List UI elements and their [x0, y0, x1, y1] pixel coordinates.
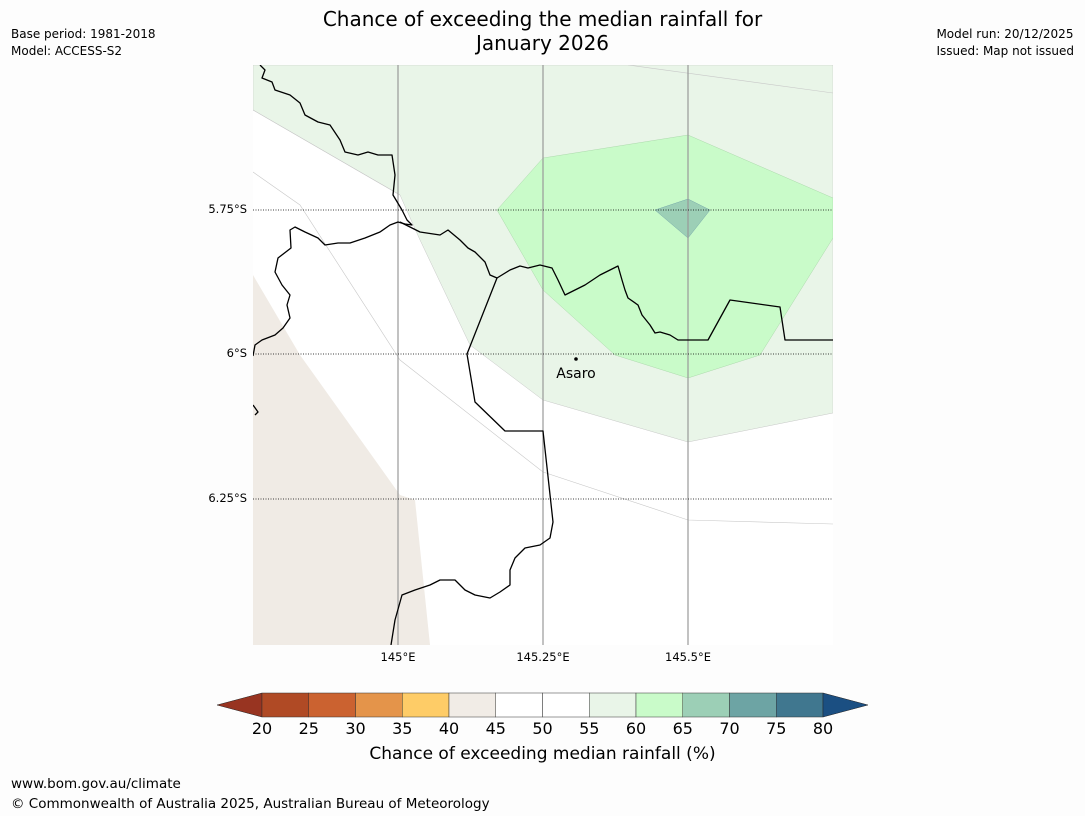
colorbar-title: Chance of exceeding median rainfall (%) [369, 744, 716, 764]
colorbar-segment [542, 692, 590, 718]
colorbar-tick-label: 70 [719, 719, 740, 738]
colorbar-tick-label: 40 [438, 719, 460, 738]
lon-label-145-25: 145.25°E [516, 650, 570, 664]
metadata-right: Model run: 20/12/2025 Issued: Map not is… [936, 26, 1074, 60]
lat-label-6: 6°S [226, 346, 247, 360]
colorbar-segment [308, 692, 356, 718]
footer-copyright: © Commonwealth of Australia 2025, Austra… [11, 796, 490, 812]
colorbar-segment [448, 692, 496, 718]
colorbar-tick-label: 55 [579, 719, 600, 738]
province-boundaries [253, 65, 833, 645]
colorbar-tick-label: 75 [766, 719, 787, 738]
colorbar-tick-label: 65 [672, 719, 693, 738]
model-name: Model: ACCESS-S2 [11, 44, 123, 58]
town-label-asaro: Asaro [556, 366, 595, 382]
lat-label-5-75: 5.75°S [208, 202, 247, 216]
colorbar-tick-label: 45 [485, 719, 506, 738]
colorbar-tick-label: 30 [345, 719, 366, 738]
title-line-1: Chance of exceeding the median rainfall … [322, 7, 763, 31]
title-line-2: January 2026 [475, 31, 610, 55]
colorbar-tick-label: 80 [812, 719, 834, 738]
lat-label-6-25: 6.25°S [208, 491, 247, 505]
colorbar-segment [495, 692, 543, 718]
colorbar-tick-label: 20 [251, 719, 273, 738]
map-title: Chance of exceeding the median rainfall … [0, 7, 1085, 55]
base-period: Base period: 1981-2018 [11, 27, 156, 41]
model-run: Model run: 20/12/2025 [936, 27, 1074, 41]
zone-below-40 [253, 275, 430, 645]
colorbar-high-extension [822, 692, 869, 718]
colorbar-low-extension [216, 692, 263, 718]
contour-line [627, 65, 833, 94]
lon-label-145: 145°E [380, 650, 416, 664]
town-marker[interactable] [574, 357, 578, 361]
metadata-left: Base period: 1981-2018 Model: ACCESS-S2 [11, 26, 156, 60]
rainfall-map[interactable]: Asaro [0, 0, 1085, 700]
colorbar-segment [355, 692, 403, 718]
colorbar-tick-label: 60 [625, 719, 647, 738]
zone-60-65 [496, 134, 833, 379]
graticule [253, 65, 833, 645]
colorbar-segments [261, 692, 824, 718]
colorbar-tick-label: 50 [532, 719, 553, 738]
colorbar-segment [635, 692, 683, 718]
colorbar-segment [589, 692, 637, 718]
footer-url[interactable]: www.bom.gov.au/climate [11, 776, 181, 792]
contour-line [253, 171, 833, 525]
colorbar-segment [682, 692, 730, 718]
colorbar-tick-label: 35 [392, 719, 413, 738]
contour-line [253, 109, 401, 196]
issued-status: Issued: Map not issued [936, 44, 1074, 58]
colorbar-segment [261, 692, 309, 718]
zone-65-70 [654, 198, 711, 239]
colorbar-segment [402, 692, 450, 718]
colorbar [216, 692, 869, 718]
colorbar-tick-label: 25 [298, 719, 319, 738]
colorbar-segment [776, 692, 824, 718]
lon-label-145-5: 145.5°E [665, 650, 711, 664]
colorbar-segment [729, 692, 777, 718]
